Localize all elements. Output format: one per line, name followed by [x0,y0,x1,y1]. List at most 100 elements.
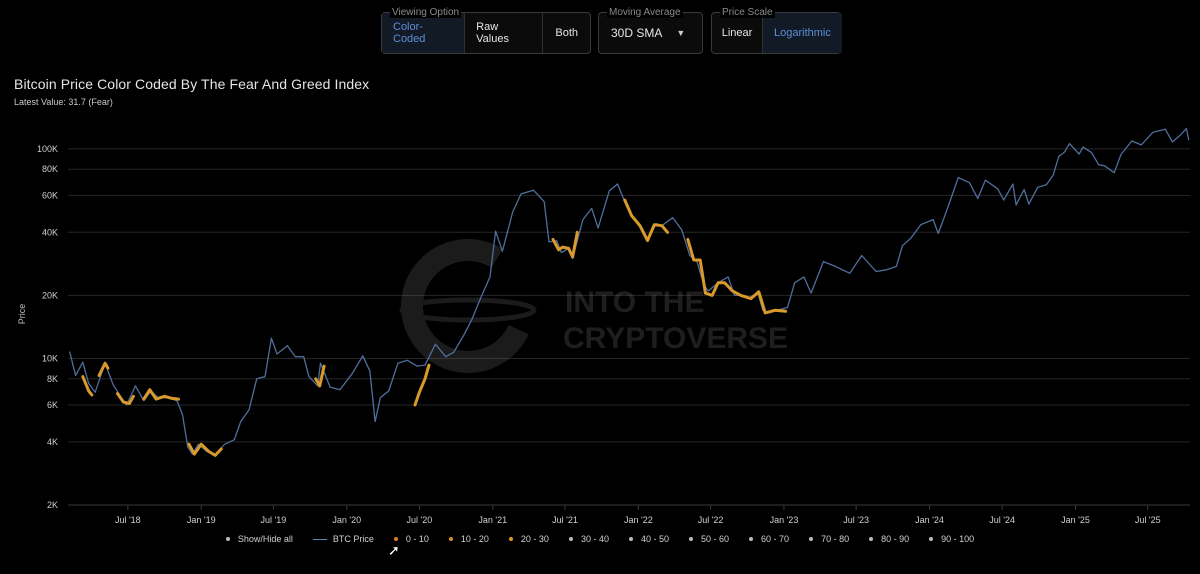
legend-range-item[interactable]: 70 - 80 [799,534,859,544]
fear-segment [314,364,326,388]
x-tick-label: Jan '20 [332,515,361,525]
x-tick-label: Jul '21 [552,515,578,525]
moving-average-label: Moving Average [607,7,683,18]
legend-dot [689,537,694,541]
fear-segment [81,375,94,397]
legend-range-item[interactable]: 60 - 70 [739,534,799,544]
legend-dot [393,537,398,541]
y-axis-label: Price [17,304,27,325]
legend-btc-price[interactable]: BTC Price [303,534,384,544]
x-tick-label: Jul '22 [698,515,724,525]
y-tick-label: 2K [47,500,58,510]
fear-segment [413,363,431,407]
color-coded-button[interactable]: Color-Coded [382,13,466,53]
legend-dot [869,537,874,541]
x-tick-label: Jan '19 [187,515,216,525]
x-axis: Jul '18 Jan '19 Jul '19 Jan '20 Jul '20 Jan '… [68,504,1190,525]
viewing-option-label: Viewing Option [390,7,462,18]
watermark-line2: CRYPTOVERSE [563,322,788,355]
fear-segment [142,388,180,401]
moving-average-group: Moving Average 30D SMA ▼ [598,8,703,54]
legend-btc-price-label: BTC Price [332,534,374,544]
watermark: INTO THE CRYPTOVERSE [399,239,788,373]
chart-subtitle: Latest Value: 31.7 (Fear) [14,97,113,107]
fear-segment [97,361,110,377]
x-tick-label: Jan '23 [770,515,799,525]
fear-segment [551,230,579,259]
btc-price-line [68,127,1190,455]
x-tick-label: Jan '24 [915,515,944,525]
x-tick-label: Jul '23 [843,515,869,525]
legend-dot [749,537,754,541]
legend-range-label: 60 - 70 [761,534,790,544]
legend-range-item[interactable]: 40 - 50 [619,534,679,544]
fear-segment [187,442,223,457]
x-tick-label: Jul '19 [261,515,287,525]
legend-show-hide-all[interactable]: Show/Hide all [216,534,303,544]
y-tick-label: 6K [47,400,58,410]
watermark-line1: INTO THE [565,286,704,319]
legend-dot [809,537,814,541]
legend-range-label: 20 - 30 [520,534,549,544]
cryptoverse-logo-icon [399,239,537,373]
y-tick-label: 60K [42,190,58,200]
x-tick-label: Jul '24 [989,515,1015,525]
legend-range-label: 10 - 20 [460,534,489,544]
legend-dot [628,537,633,541]
legend-range-item[interactable]: 90 - 100 [919,534,984,544]
legend-dot [225,537,230,541]
chart-legend: Show/Hide all BTC Price 0 - 10 10 - 20 20 … [0,534,1200,544]
y-tick-label: 100K [37,144,58,154]
y-tick-label: 8K [47,374,58,384]
y-axis: 2K 4K 6K 8K 10K 20K 40K 60K 80K 100K [37,144,58,510]
legend-range-label: 0 - 10 [405,534,429,544]
x-tick-label: Jul '25 [1135,515,1161,525]
both-button[interactable]: Both [555,27,578,39]
legend-range-label: 70 - 80 [821,534,850,544]
legend-range-label: 50 - 60 [701,534,730,544]
legend-range-item[interactable]: 0 - 10 [384,534,439,544]
price-scale-group: Price Scale Linear Logarithmic [711,8,842,54]
legend-dot [508,537,513,541]
legend-range-label: 40 - 50 [640,534,670,544]
fear-segment [116,392,135,405]
legend-range-item[interactable]: 50 - 60 [679,534,739,544]
chart-title: Bitcoin Price Color Coded By The Fear An… [14,76,370,92]
raw-values-button[interactable]: Raw Values [465,13,544,53]
legend-range-item[interactable]: 30 - 40 [559,534,619,544]
legend-range-label: 80 - 90 [881,534,910,544]
legend-ranges: 0 - 10 10 - 20 20 - 30 30 - 40 40 - 50 50 - 6… [384,534,984,544]
fear-segment [623,198,669,243]
y-tick-label: 80K [42,164,58,174]
moving-average-value: 30D SMA [611,26,663,40]
legend-range-label: 90 - 100 [941,534,975,544]
moving-average-select[interactable]: 30D SMA ▼ [599,13,702,53]
y-tick-label: 20K [42,290,58,300]
legend-range-label: 30 - 40 [580,534,609,544]
legend-dot [568,537,573,541]
legend-dot [929,537,934,541]
price-scale-label: Price Scale [720,7,775,18]
x-tick-label: Jan '25 [1061,515,1090,525]
x-tick-label: Jul '18 [115,515,141,525]
x-tick-label: Jan '21 [478,515,507,525]
x-tick-label: Jul '20 [407,515,433,525]
legend-show-hide-label: Show/Hide all [237,534,293,544]
plot-area [68,127,1190,457]
y-tick-label: 4K [47,437,58,447]
legend-line [312,538,327,540]
legend-range-item[interactable]: 10 - 20 [439,534,499,544]
logarithmic-button[interactable]: Logarithmic [763,13,842,53]
legend-dot [448,537,453,541]
y-tick-label: 10K [42,353,58,363]
mouse-pointer-icon: ➚ [388,542,400,558]
viewing-option-group: Viewing Option Color-Coded Raw Values Bo… [381,8,591,54]
legend-range-item[interactable]: 80 - 90 [859,534,919,544]
y-tick-label: 40K [42,227,58,237]
chevron-down-icon: ▼ [676,28,686,38]
legend-range-item[interactable]: 20 - 30 [499,534,559,544]
fear-segment [686,237,788,315]
x-tick-label: Jan '22 [624,515,653,525]
linear-button[interactable]: Linear [712,13,763,53]
